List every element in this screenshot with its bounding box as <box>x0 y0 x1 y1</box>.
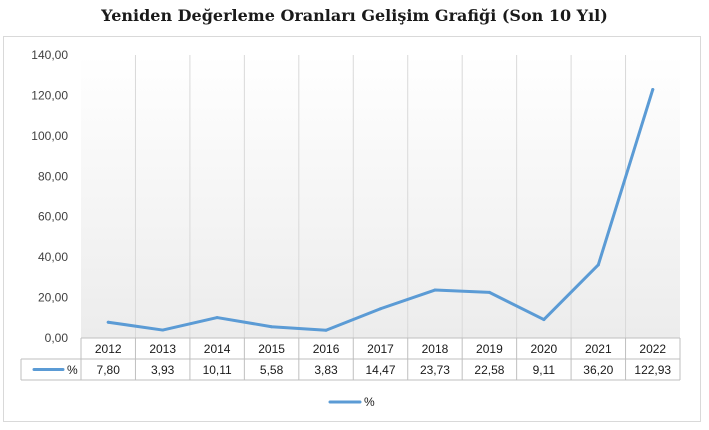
y-tick-label: 60,00 <box>38 210 68 224</box>
x-tick-label: 2015 <box>258 342 285 356</box>
data-table-series-name: % <box>67 363 78 377</box>
data-point <box>542 318 546 322</box>
x-tick-label: 2014 <box>204 342 231 356</box>
data-table-value: 9,11 <box>533 363 556 377</box>
data-point <box>270 325 274 329</box>
x-tick-label: 2016 <box>313 342 340 356</box>
data-table-value: 7,80 <box>97 363 121 377</box>
data-point <box>433 288 437 292</box>
x-tick-label: 2013 <box>149 342 176 356</box>
data-table-value: 122,93 <box>634 363 671 377</box>
data-table-value: 14,47 <box>365 363 395 377</box>
plot-area <box>81 55 680 338</box>
data-table-value: 10,11 <box>203 363 232 377</box>
x-tick-label: 2020 <box>531 342 558 356</box>
data-table-value: 3,83 <box>314 363 338 377</box>
y-tick-label: 140,00 <box>31 48 68 62</box>
data-point <box>161 328 165 332</box>
data-table-value: 23,73 <box>420 363 450 377</box>
x-tick-label: 2021 <box>585 342 612 356</box>
data-point <box>106 320 110 324</box>
x-tick-label: 2022 <box>639 342 666 356</box>
chart-title: Yeniden Değerleme Oranları Gelişim Grafi… <box>101 6 608 25</box>
data-point <box>324 328 328 332</box>
x-tick-label: 2012 <box>95 342 122 356</box>
y-tick-label: 0,00 <box>45 331 69 345</box>
data-point <box>215 316 219 320</box>
data-point <box>379 307 382 311</box>
x-tick-label: 2019 <box>476 342 503 356</box>
y-tick-label: 120,00 <box>31 88 68 102</box>
data-table-value: 22,58 <box>474 363 504 377</box>
data-point <box>596 263 600 267</box>
y-tick-label: 100,00 <box>31 129 68 143</box>
data-point <box>651 88 655 92</box>
x-tick-label: 2018 <box>422 342 449 356</box>
x-tick-label: 2017 <box>367 342 394 356</box>
y-tick-label: 80,00 <box>38 169 68 183</box>
data-table-value: 36,20 <box>583 363 613 377</box>
chart-frame <box>3 36 701 422</box>
data-table-value: 3,93 <box>151 363 175 377</box>
legend-label: % <box>364 395 375 409</box>
y-tick-label: 20,00 <box>38 291 68 305</box>
data-point <box>487 290 491 294</box>
y-tick-label: 40,00 <box>38 250 68 264</box>
data-table-value: 5,58 <box>260 363 284 377</box>
